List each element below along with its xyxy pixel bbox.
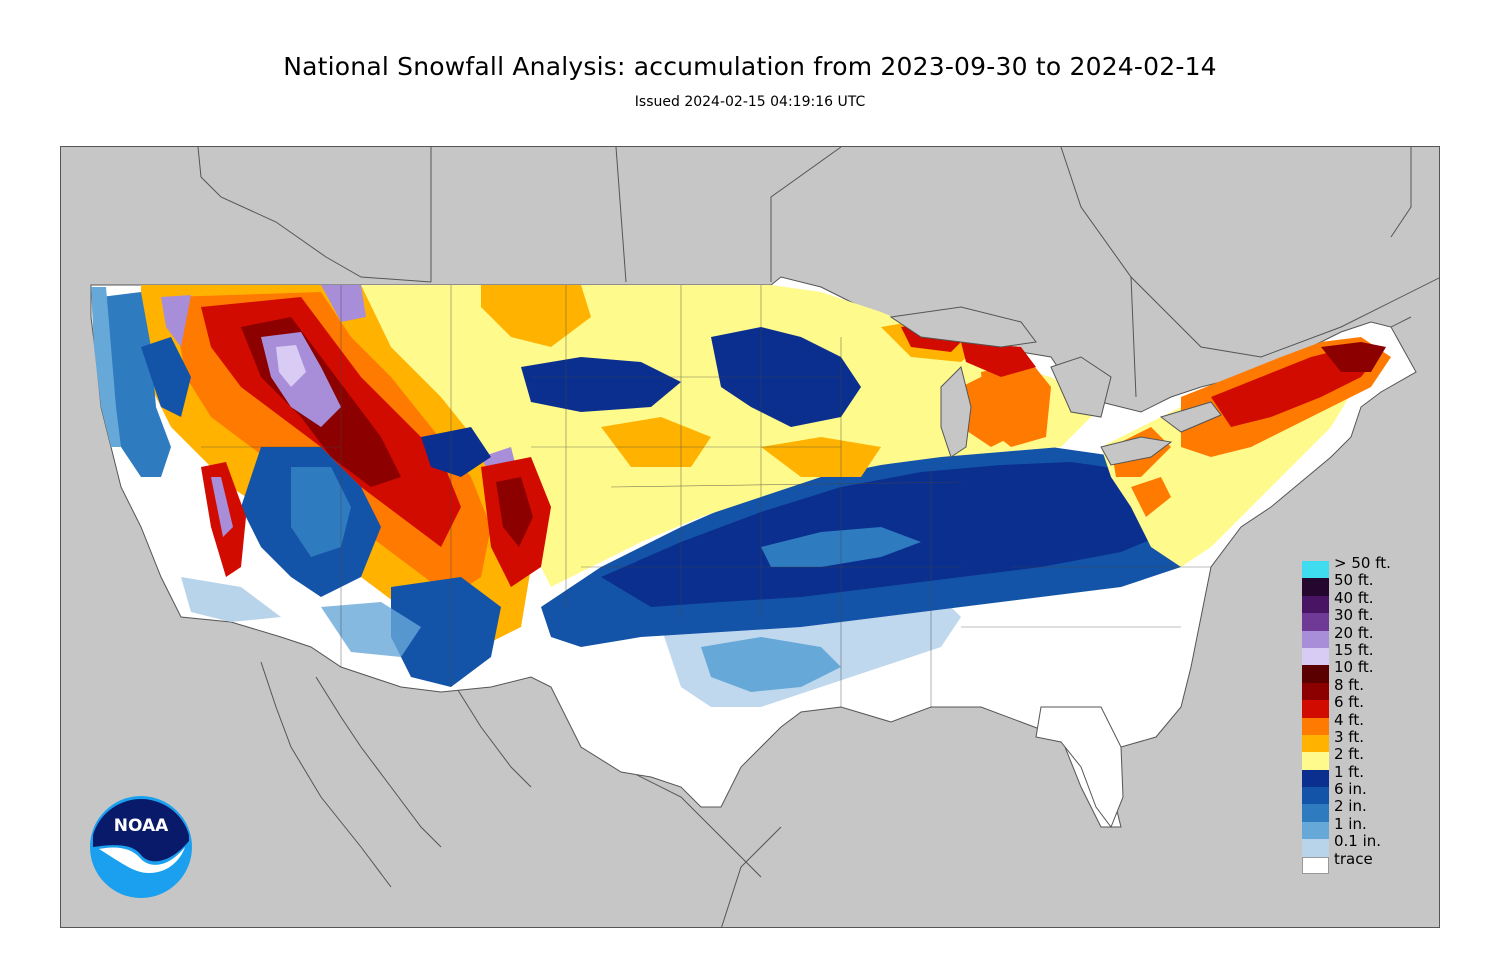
noaa-logo: NOAA [90,796,192,898]
legend-label: 40 ft. [1334,588,1374,607]
legend-swatch [1302,665,1329,683]
map-title: National Snowfall Analysis: accumulation… [283,52,1217,81]
map-canvas [90,147,1439,927]
legend-swatch [1302,717,1329,735]
legend-swatch [1302,787,1329,805]
legend-swatch [1302,821,1329,840]
snowfall-map [60,146,1440,928]
legend-swatch [1302,561,1329,579]
legend-label: 0.1 in. [1334,832,1382,851]
legend-swatch [1302,804,1329,822]
legend-label: 50 ft. [1334,571,1374,590]
legend-label: > 50 ft. [1334,554,1391,572]
great-lakes [889,306,1222,466]
legend-swatch [1302,734,1329,753]
legend-label: 6 in. [1334,780,1367,799]
state-borders [201,285,1211,707]
legend-swatch [1302,578,1329,596]
legend-label: 10 ft. [1334,658,1374,677]
legend-swatch [1302,752,1329,770]
legend-swatch [1302,613,1329,631]
legend-swatch [1302,682,1329,701]
legend-swatch [1302,856,1329,875]
legend-label: 30 ft. [1334,606,1374,625]
legend-label: 3 ft. [1334,727,1364,746]
legend-label: 2 in. [1334,797,1367,816]
legend-label: 1 ft. [1334,762,1364,781]
legend-label: 6 ft. [1334,693,1364,712]
legend-swatch [1302,647,1329,666]
florida [1035,706,1124,829]
legend-label: 1 in. [1334,814,1367,833]
legend-label: 4 ft. [1334,710,1364,729]
issued-timestamp: Issued 2024-02-15 04:19:16 UTC [634,94,866,110]
legend-label: 15 ft. [1334,640,1374,659]
legend-label: 8 ft. [1334,675,1364,694]
legend-label: 20 ft. [1334,623,1374,642]
legend-swatch [1302,595,1329,614]
legend-label: 2 ft. [1334,745,1364,764]
noaa-logo-text: NOAA [114,816,169,836]
legend-swatch [1302,839,1329,857]
legend-swatch [1302,769,1329,788]
legend-label: trace [1334,849,1373,868]
legend-swatch [1302,630,1329,648]
legend-swatch [1302,700,1329,718]
